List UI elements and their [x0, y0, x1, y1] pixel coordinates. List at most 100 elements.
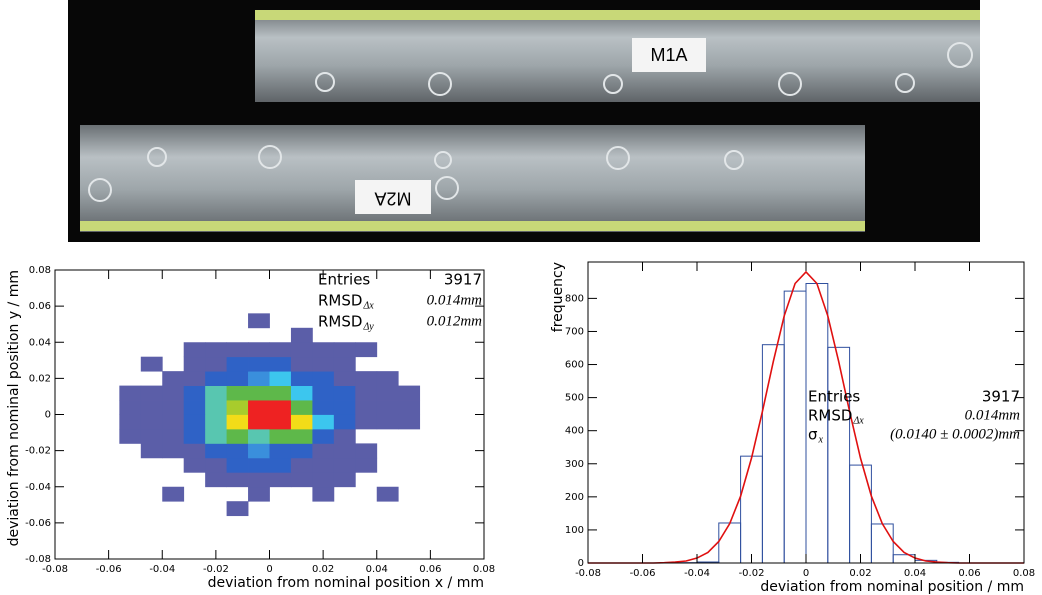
bar: [827, 346, 851, 564]
stat-value: 3917: [982, 388, 1020, 406]
cell: [333, 385, 356, 401]
x-tick-label: -0.08: [575, 568, 601, 579]
label-box: [355, 180, 431, 214]
cell: [226, 414, 249, 430]
cell: [398, 414, 421, 430]
cell: [183, 356, 206, 372]
x-tick-label: 0.06: [419, 564, 441, 575]
cell: [376, 400, 399, 415]
cell: [376, 371, 399, 386]
cell: [312, 371, 335, 386]
cell: [312, 385, 335, 401]
cell: [312, 457, 335, 473]
cell: [140, 428, 163, 444]
cell: [312, 342, 335, 358]
cell: [226, 501, 249, 517]
cell: [290, 428, 313, 444]
cell: [312, 428, 335, 444]
bar: [761, 344, 785, 564]
photo: M1A M2A: [68, 0, 980, 242]
cell: [248, 385, 270, 401]
cell: [205, 414, 227, 430]
cell: [248, 428, 270, 444]
stat-value: 0.014mm: [965, 407, 1021, 423]
cell: [312, 356, 335, 372]
module-label: M2A: [374, 188, 411, 208]
stat-label: RMSD: [808, 407, 852, 425]
cell: [226, 428, 249, 444]
cell: [226, 457, 249, 473]
cell: [333, 400, 356, 415]
x-tick-label: 0.08: [473, 564, 495, 575]
x-tick-label: 0: [266, 564, 272, 575]
cell: [205, 443, 227, 459]
stat-label: RMSD: [318, 313, 362, 331]
cell: [398, 385, 421, 401]
stat-label: σ: [808, 426, 818, 444]
cell: [333, 356, 356, 372]
cell: [183, 400, 206, 415]
y-tick-label: 0.04: [29, 337, 51, 348]
cell: [248, 356, 270, 372]
y-tick-label: 0: [578, 558, 584, 569]
cell: [333, 342, 356, 358]
cell: [248, 457, 270, 473]
label-box: [632, 38, 706, 72]
y-tick-label: 400: [565, 426, 584, 437]
stat-value: 0.012mm: [427, 313, 483, 329]
bar: [718, 522, 742, 564]
cell: [226, 342, 249, 358]
x-tick-label: -0.04: [684, 568, 710, 579]
cell: [226, 443, 249, 459]
cell: [205, 385, 227, 401]
cell: [140, 443, 163, 459]
cell: [119, 385, 142, 401]
y-tick-label: 300: [565, 459, 584, 470]
cell: [248, 472, 270, 488]
cell: [183, 443, 206, 459]
x-tick-label: 0: [803, 568, 809, 579]
cell: [355, 342, 378, 358]
cell: [312, 486, 335, 502]
stat-label: Entries: [808, 388, 860, 406]
x-tick-label: -0.04: [149, 564, 175, 575]
cell: [226, 371, 249, 386]
cell: [205, 342, 227, 358]
cell: [226, 356, 249, 372]
cell: [205, 371, 227, 386]
stat-subscript: x: [818, 434, 824, 445]
cell: [162, 414, 185, 430]
module-lower: [80, 125, 865, 232]
module-upper: [255, 10, 980, 102]
cell: [290, 327, 313, 343]
x-tick-label: 0.02: [849, 568, 871, 579]
cell: [269, 428, 292, 444]
cell: [269, 342, 292, 358]
cell: [398, 400, 421, 415]
x-tick-label: 0.04: [366, 564, 388, 575]
cell: [119, 428, 142, 444]
cell: [162, 385, 185, 401]
bar: [849, 464, 872, 564]
cell: [355, 414, 378, 430]
y-tick-label: 500: [565, 393, 584, 404]
stat-subscript: Δx: [852, 415, 864, 426]
cell: [248, 342, 270, 358]
cell: [290, 443, 313, 459]
cell: [205, 457, 227, 473]
cell: [269, 356, 292, 372]
y-axis-label: deviation from nominal position y / mm: [6, 270, 22, 546]
cell: [205, 356, 227, 372]
y-tick-label: 100: [565, 525, 584, 536]
y-tick-label: -0.06: [25, 518, 51, 529]
cell: [183, 428, 206, 444]
cell: [290, 414, 313, 430]
cell: [248, 443, 270, 459]
stat-subscript: Δy: [362, 321, 374, 332]
stat-label: Entries: [318, 271, 370, 289]
cell: [376, 385, 399, 401]
cell: [183, 342, 206, 358]
cell: [248, 313, 270, 329]
y-tick-label: 800: [565, 293, 584, 304]
cell: [312, 443, 335, 459]
